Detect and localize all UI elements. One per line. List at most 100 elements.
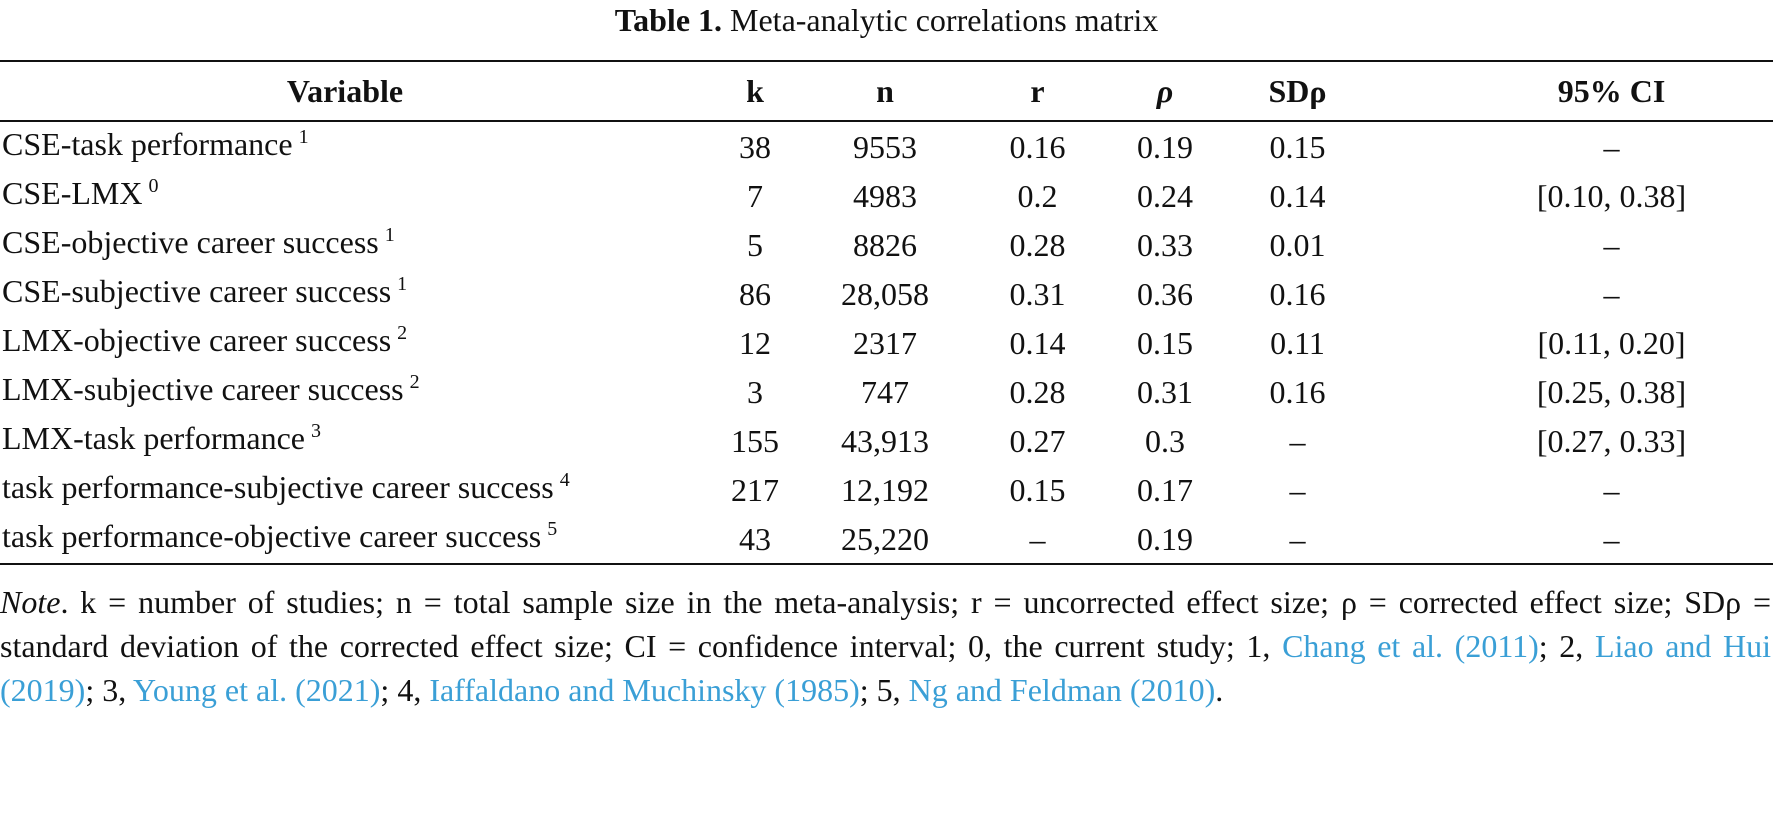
cell-variable: task performance-subjective career succe…	[0, 465, 690, 514]
cell-sd: 0.11	[1205, 318, 1390, 367]
cell-k: 5	[690, 220, 820, 269]
cell-text: –	[1029, 520, 1046, 557]
header-rho: ρ	[1156, 72, 1174, 109]
cell-text: 43,913	[841, 422, 929, 459]
cell-n: 747	[820, 367, 950, 416]
ref-link-liao[interactable]: Liao and Hui (2019)	[0, 628, 1772, 708]
cell-text: 0.3	[1145, 422, 1185, 459]
table-title: Meta-analytic correlations matrix	[730, 2, 1159, 38]
table-row: CSE-subjective career success 1 86 28,058 0.…	[0, 269, 1773, 318]
reference-superscript: 1	[298, 126, 309, 148]
cell-r: 0.15	[950, 465, 1125, 514]
note-text: ; 4,	[380, 672, 430, 708]
cell-k: 38	[690, 121, 820, 171]
cell-ci: [0.11, 0.20]	[1390, 318, 1773, 367]
cell-text: 12	[739, 324, 771, 361]
cell-k: 155	[690, 416, 820, 465]
cell-sd: 0.16	[1205, 367, 1390, 416]
cell-text: 5	[747, 226, 763, 263]
cell-text: 0.16	[1269, 275, 1326, 312]
cell-text: 0.16	[1009, 128, 1066, 165]
table-row: LMX-task performance 3 155 43,913 0.27 0.3 – [0…	[0, 416, 1773, 465]
table-row: CSE-LMX 0 7 4983 0.2 0.24 0.14 [0.10, 0.38]	[0, 171, 1773, 220]
cell-text: 0.16	[1269, 373, 1326, 410]
cell-text: LMX-task performance	[2, 420, 305, 456]
ref-link-ng[interactable]: Ng and Feldman (2010)	[908, 672, 1216, 708]
cell-variable: CSE-subjective career success 1	[0, 269, 690, 318]
cell-n: 12,192	[820, 465, 950, 514]
header-k: k	[746, 72, 764, 109]
cell-text: 0.24	[1137, 177, 1193, 214]
cell-text: –	[1289, 520, 1306, 557]
cell-n: 8826	[820, 220, 950, 269]
table-row: CSE-objective career success 1 5 8826 0.28 0.…	[0, 220, 1773, 269]
cell-r: 0.27	[950, 416, 1125, 465]
cell-rho: 0.3	[1125, 416, 1205, 465]
cell-r: 0.16	[950, 121, 1125, 171]
cell-k: 43	[690, 514, 820, 564]
cell-text: 155	[731, 422, 779, 459]
table-caption: Table 1. Meta-analytic correlations matri…	[0, 0, 1773, 40]
cell-k: 86	[690, 269, 820, 318]
cell-text: 0.31	[1137, 373, 1193, 410]
cell-rho: 0.17	[1125, 465, 1205, 514]
cell-text: –	[1603, 471, 1620, 508]
cell-text: CSE-LMX	[2, 175, 143, 211]
cell-k: 12	[690, 318, 820, 367]
cell-text: –	[1603, 226, 1620, 263]
cell-sd: –	[1205, 416, 1390, 465]
cell-text: 0.11	[1270, 324, 1325, 361]
header-variable: Variable	[286, 72, 404, 109]
cell-variable: task performance-objective career succes…	[0, 514, 690, 564]
cell-text: 0.2	[1017, 177, 1058, 214]
cell-text: 4983	[853, 177, 917, 214]
cell-rho: 0.15	[1125, 318, 1205, 367]
reference-superscript: 5	[547, 518, 558, 540]
cell-ci: –	[1390, 465, 1773, 514]
ref-link-iaffaldano[interactable]: Iaffaldano and Muchinsky (1985)	[429, 672, 860, 708]
cell-text: 0.14	[1009, 324, 1066, 361]
cell-r: 0.28	[950, 367, 1125, 416]
note-text: . k = number of studies; n = total sampl…	[0, 584, 1771, 664]
cell-text: 8826	[853, 226, 917, 263]
cell-text: CSE-subjective career success	[2, 273, 392, 309]
cell-text: 0.19	[1137, 128, 1193, 165]
cell-k: 217	[690, 465, 820, 514]
cell-text: 0.27	[1009, 422, 1066, 459]
cell-r: 0.31	[950, 269, 1125, 318]
cell-text: –	[1603, 275, 1620, 312]
cell-text: 0.17	[1137, 471, 1193, 508]
cell-text: 38	[739, 128, 771, 165]
cell-text: 28,058	[841, 275, 929, 312]
cell-text: 9553	[853, 128, 917, 165]
cell-rho: 0.33	[1125, 220, 1205, 269]
cell-variable: LMX-subjective career success 2	[0, 367, 690, 416]
cell-r: 0.28	[950, 220, 1125, 269]
cell-sd: –	[1205, 514, 1390, 564]
ref-link-chang[interactable]: Chang et al. (2011)	[1282, 628, 1539, 664]
cell-k: 3	[690, 367, 820, 416]
ref-link-young[interactable]: Young et al. (2021)	[133, 672, 381, 708]
reference-superscript: 1	[397, 273, 408, 295]
cell-ci: –	[1390, 121, 1773, 171]
cell-text: [0.10, 0.38]	[1536, 177, 1687, 214]
cell-rho: 0.31	[1125, 367, 1205, 416]
note-text: ; 3,	[85, 672, 134, 708]
cell-text: 43	[739, 520, 771, 557]
cell-text: 0.28	[1009, 373, 1066, 410]
cell-ci: –	[1390, 269, 1773, 318]
table-label: Table 1.	[614, 2, 723, 38]
cell-rho: 0.24	[1125, 171, 1205, 220]
cell-rho: 0.19	[1125, 514, 1205, 564]
note-text: .	[1215, 672, 1224, 708]
cell-sd: 0.14	[1205, 171, 1390, 220]
cell-n: 25,220	[820, 514, 950, 564]
cell-text: 0.31	[1009, 275, 1066, 312]
cell-text: 86	[739, 275, 771, 312]
cell-ci: [0.10, 0.38]	[1390, 171, 1773, 220]
cell-rho: 0.19	[1125, 121, 1205, 171]
cell-variable: LMX-objective career success 2	[0, 318, 690, 367]
header-ci: 95% CI	[1557, 72, 1666, 109]
note-label: Note	[0, 584, 61, 620]
cell-text: 0.36	[1137, 275, 1193, 312]
